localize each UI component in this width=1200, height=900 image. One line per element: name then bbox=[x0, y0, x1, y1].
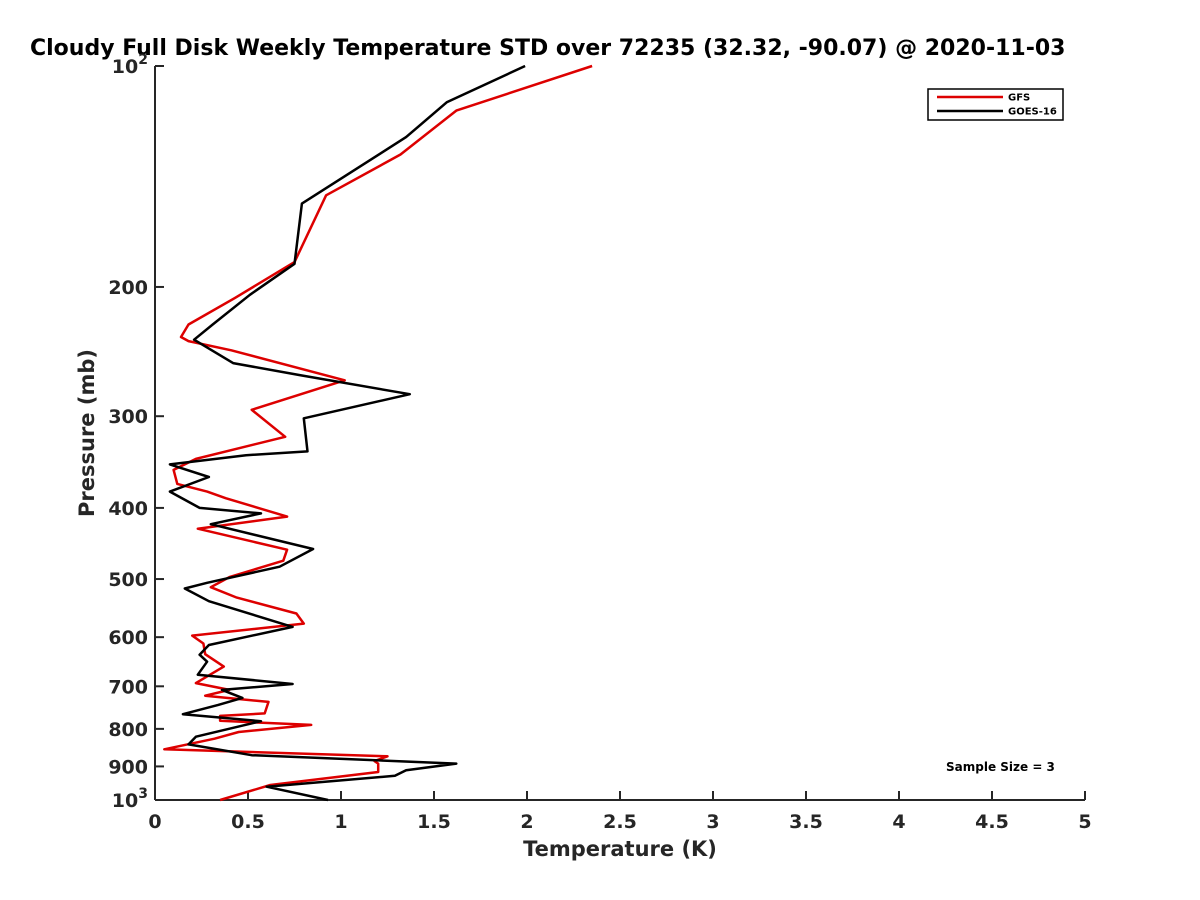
x-tick-label: 1.5 bbox=[417, 811, 451, 833]
series-line-goes-16 bbox=[168, 64, 526, 802]
legend-label-goes-16: GOES-16 bbox=[1008, 107, 1057, 118]
y-tick-label: 500 bbox=[108, 569, 148, 591]
y-axis-label: Pressure (mb) bbox=[75, 349, 99, 517]
x-tick-label: 2 bbox=[520, 811, 533, 833]
x-ticks: 0 0.5 1 1.5 2 2.5 3 3.5 4 4.5 5 bbox=[148, 791, 1092, 833]
y-tick-label: 900 bbox=[108, 756, 148, 778]
x-tick-label: 3.5 bbox=[789, 811, 823, 833]
legend-box bbox=[927, 88, 1064, 121]
x-tick-label: 0 bbox=[148, 811, 161, 833]
x-tick-label: 1 bbox=[334, 811, 347, 833]
x-tick-label: 4.5 bbox=[975, 811, 1009, 833]
x-axis-label: Temperature (K) bbox=[523, 837, 717, 861]
y-tick-label: 200 bbox=[108, 277, 148, 299]
x-tick-label: 3 bbox=[706, 811, 719, 833]
x-tick-label: 0.5 bbox=[231, 811, 265, 833]
x-tick-label: 4 bbox=[892, 811, 905, 833]
y-tick-label: 800 bbox=[108, 719, 148, 741]
y-tick-label: 400 bbox=[108, 498, 148, 520]
series-line-gfs bbox=[163, 64, 593, 802]
y-tick-label: 600 bbox=[108, 627, 148, 649]
x-tick-label: 5 bbox=[1078, 811, 1091, 833]
y-tick-label: 700 bbox=[108, 676, 148, 698]
chart-title: Cloudy Full Disk Weekly Temperature STD … bbox=[30, 36, 1065, 61]
series-lines bbox=[163, 64, 593, 802]
sample-size-annotation: Sample Size = 3 bbox=[946, 760, 1055, 774]
y-tick-label: 300 bbox=[108, 406, 148, 428]
x-tick-label: 2.5 bbox=[603, 811, 637, 833]
legend: GFS GOES-16 bbox=[927, 88, 1064, 121]
legend-label-gfs: GFS bbox=[1008, 93, 1030, 104]
